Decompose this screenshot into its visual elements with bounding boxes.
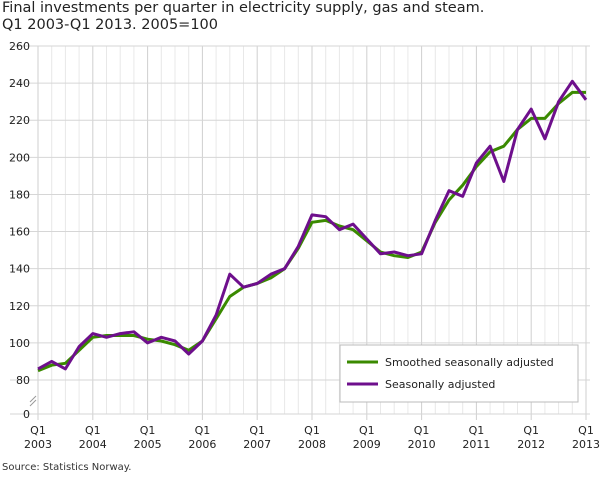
x-tick-label-year: 2004 <box>79 438 107 451</box>
x-tick-label-quarter: Q1 <box>304 424 320 437</box>
x-tick-label-quarter: Q1 <box>578 424 594 437</box>
x-tick-label-year: 2006 <box>188 438 216 451</box>
y-tick-label: 0 <box>23 408 30 421</box>
title-line: Final investments per quarter in electri… <box>2 0 485 16</box>
x-tick-label-quarter: Q1 <box>469 424 485 437</box>
series-line-smoothed <box>37 90 586 373</box>
y-tick-label: 120 <box>9 300 30 313</box>
y-tick-label: 160 <box>9 226 30 239</box>
x-tick-label-quarter: Q1 <box>85 424 101 437</box>
x-tick-label-year: 2012 <box>517 438 545 451</box>
x-tick-label-year: 2003 <box>24 438 52 451</box>
y-tick-label: 200 <box>9 151 30 164</box>
source-note: Source: Statistics Norway. <box>2 462 132 473</box>
chart-title: Final investments per quarter in electri… <box>2 0 484 34</box>
y-tick-label: 220 <box>9 114 30 127</box>
axis-break-icon <box>29 395 37 407</box>
x-tick-label-quarter: Q1 <box>414 424 430 437</box>
series-line-seasonally-adjusted <box>37 79 588 371</box>
x-tick-label-quarter: Q1 <box>30 424 46 437</box>
x-tick-label-year: 2008 <box>298 438 326 451</box>
legend-box <box>339 344 579 403</box>
y-tick-label: 180 <box>9 188 30 201</box>
legend-label: Smoothed seasonally adjusted <box>385 356 554 369</box>
legend-label: Seasonally adjusted <box>385 378 495 391</box>
x-tick-label-year: 2009 <box>353 438 381 451</box>
x-tick-label-quarter: Q1 <box>523 424 539 437</box>
y-tick-label: 260 <box>9 40 30 53</box>
y-tick-label: 100 <box>9 337 30 350</box>
x-tick-label-year: 2010 <box>408 438 436 451</box>
y-tick-label: 240 <box>9 77 30 90</box>
subtitle-line: Q1 2003-Q1 2013. 2005=100 <box>2 17 219 33</box>
x-tick-label-quarter: Q1 <box>140 424 156 437</box>
x-tick-label-quarter: Q1 <box>195 424 211 437</box>
x-tick-label-year: 2005 <box>134 438 162 451</box>
y-tick-label: 140 <box>9 263 30 276</box>
x-tick-label-year: 2011 <box>462 438 490 451</box>
legend: Smoothed seasonally adjusted Seasonally a… <box>339 344 579 403</box>
x-tick-label-quarter: Q1 <box>249 424 265 437</box>
x-tick-label-year: 2013 <box>572 438 600 451</box>
x-tick-label-quarter: Q1 <box>359 424 375 437</box>
y-tick-label: 80 <box>16 374 30 387</box>
x-tick-label-year: 2007 <box>243 438 271 451</box>
